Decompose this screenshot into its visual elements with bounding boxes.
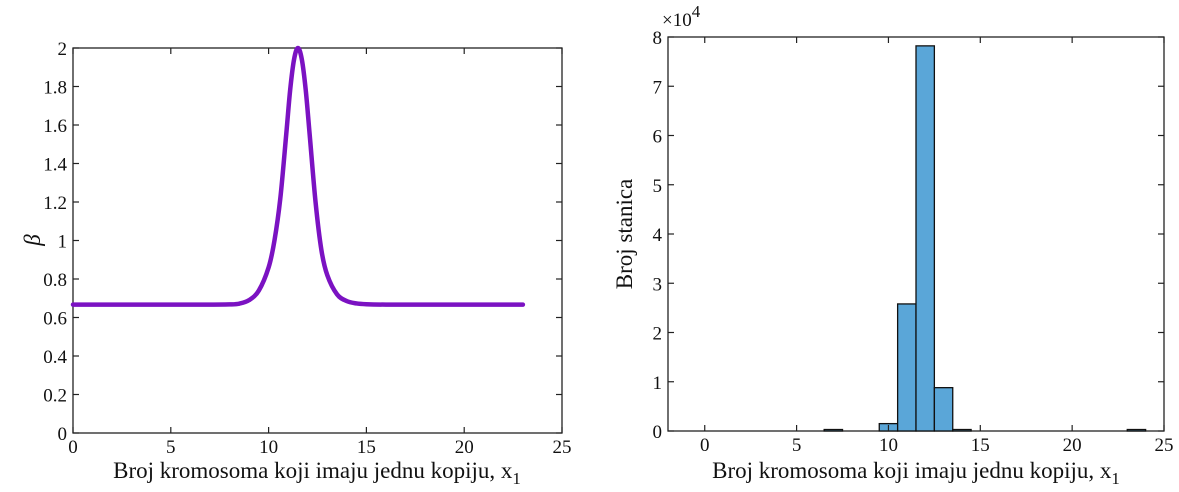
right-y-tick-label: 5	[653, 176, 663, 197]
left-y-tick-label: 1.8	[43, 78, 67, 99]
right-x-axis-label: Broj kromosoma koji imaju jednu kopiju, …	[712, 458, 1120, 488]
left-x-axis-label-text: Broj kromosoma koji imaju jednu kopiju, …	[113, 458, 513, 483]
right-y-tick-label: 2	[653, 324, 663, 345]
left-x-tick-label: 5	[166, 437, 176, 458]
left-y-tick-label: 2	[58, 39, 68, 60]
right-y-tick-label: 4	[653, 225, 663, 246]
left-y-tick-label: 1	[58, 232, 68, 253]
exponent-label: ×104	[662, 2, 701, 31]
right-x-axis-label-subscript: 1	[1111, 469, 1120, 488]
histogram-bar	[933, 387, 954, 432]
left-x-tick-label: 20	[455, 437, 474, 458]
right-y-tick-label: 7	[653, 77, 663, 98]
right-y-tick-label: 6	[653, 127, 663, 148]
left-y-tick-label: 1.6	[43, 116, 67, 137]
right-x-tick-label: 25	[1155, 435, 1174, 456]
left-y-tick-label: 0.2	[43, 386, 67, 407]
right-y-tick-label: 8	[653, 28, 663, 49]
left-y-tick-label: 1.4	[43, 155, 67, 176]
left-x-axis-label-subscript: 1	[512, 469, 521, 488]
left-y-tick-label: 0	[58, 424, 68, 445]
left-x-tick-label: 25	[553, 437, 572, 458]
histogram-bar	[952, 428, 972, 432]
right-x-axis-label-text: Broj kromosoma koji imaju jednu kopiju, …	[712, 458, 1112, 483]
left-x-tick-label: 0	[68, 437, 78, 458]
left-y-axis-label: β	[20, 234, 45, 247]
histogram-bar	[823, 428, 844, 432]
right-x-tick-label: 15	[971, 435, 990, 456]
beta-line-chart: 0 5 10 15 20 25 0 0.2 0.4 0.6 0.8 1 1.2 1.4 1.6 1.8 2 Br…	[20, 39, 572, 488]
right-y-axis-label: Broj stanica	[612, 179, 637, 290]
histogram-bar	[896, 303, 917, 432]
histogram-bar	[1126, 428, 1147, 432]
left-y-tick-label: 0.8	[43, 270, 67, 291]
right-y-tick-label: 3	[653, 274, 663, 295]
left-y-tick-label: 1.2	[43, 193, 67, 214]
exponent-base: ×10	[662, 10, 692, 31]
histogram-bar	[915, 45, 936, 432]
right-x-tick-label: 0	[700, 435, 710, 456]
exponent-power: 4	[692, 2, 701, 21]
beta-series-line	[70, 45, 526, 307]
right-x-tick-label: 20	[1063, 435, 1082, 456]
left-x-axis-label: Broj kromosoma koji imaju jednu kopiju, …	[113, 458, 521, 488]
left-x-tick-label: 15	[357, 437, 376, 458]
right-y-tick-label: 1	[653, 373, 663, 394]
left-x-tick-label: 10	[259, 437, 278, 458]
right-x-tick-label: 5	[792, 435, 802, 456]
right-x-tick-label: 10	[879, 435, 898, 456]
left-plot-frame	[72, 47, 563, 434]
left-y-tick-label: 0.6	[43, 309, 67, 330]
right-y-tick-label: 0	[653, 422, 663, 443]
left-y-tick-label: 0.4	[43, 347, 67, 368]
